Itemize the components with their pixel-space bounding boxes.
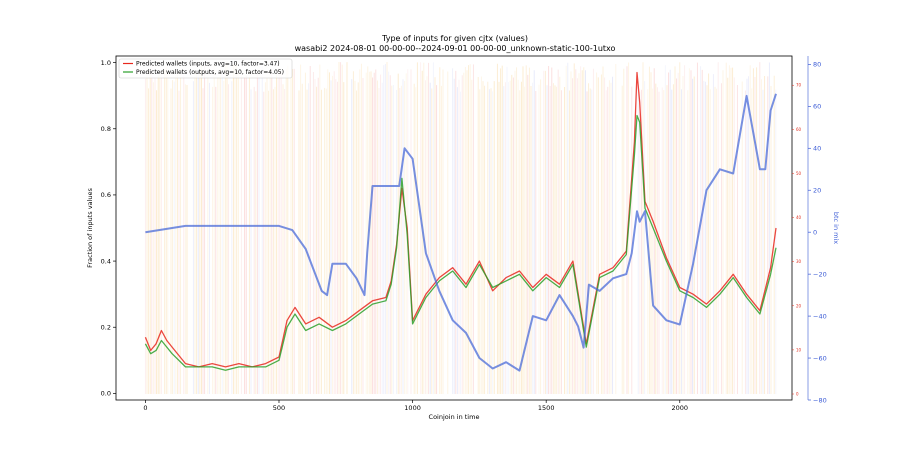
- y-tick-label: 0.0: [101, 390, 111, 398]
- chart-subtitle: wasabi2 2024-08-01 00-00-00--2024-09-01 …: [295, 44, 616, 53]
- y-tick-label: 0.6: [101, 191, 111, 199]
- y-axis-label: Fraction of inputs values: [86, 188, 94, 268]
- y-right-tick-label: −40: [813, 312, 827, 320]
- y-secondary-tick-label: 50: [796, 171, 802, 176]
- x-tick-label: 1000: [404, 404, 421, 412]
- y-axis-right-secondary: 70 60 50 40 30 20 10 0: [792, 83, 802, 397]
- x-axis: 0 500 1000 1500 2000: [143, 400, 688, 412]
- y-axis-right-label: btc in mix: [832, 212, 840, 244]
- y-tick-label: 0.2: [101, 324, 111, 332]
- y-axis-right: 80 60 40 20 0 −20 −40 −60 −80: [807, 56, 827, 404]
- y-secondary-tick-label: 0: [796, 392, 799, 397]
- series-outputs-line: [144, 114, 777, 371]
- y-tick-label: 0.4: [101, 257, 111, 265]
- legend-entry-inputs: Predicted wallets (inputs, avg=10, facto…: [136, 61, 280, 68]
- y-tick-label: 0.8: [101, 125, 111, 133]
- y-secondary-tick-label: 20: [796, 303, 802, 308]
- y-secondary-tick-label: 10: [796, 347, 802, 352]
- chart-title: Type of inputs for given cjtx (values): [381, 34, 528, 43]
- y-right-tick-label: −20: [813, 270, 827, 278]
- series-btc-in-mix-line: [145, 93, 777, 372]
- series-inputs-line: [144, 71, 777, 368]
- legend-box: [118, 58, 293, 79]
- x-tick-label: 1500: [538, 404, 555, 412]
- background-stripes: [144, 62, 777, 394]
- y-tick-label: 1.0: [101, 59, 111, 67]
- y-right-tick-label: 20: [813, 187, 821, 195]
- y-secondary-tick-label: 40: [796, 215, 802, 220]
- series-layer: [144, 71, 777, 372]
- x-tick-label: 500: [273, 404, 285, 412]
- x-axis-label: Coinjoin in time: [429, 413, 480, 421]
- x-tick-label: 2000: [672, 404, 689, 412]
- y-right-tick-label: 80: [813, 61, 821, 69]
- y-axis-left: 0.0 0.2 0.4 0.6 0.8 1.0: [101, 59, 116, 398]
- y-right-tick-label: 60: [813, 103, 821, 111]
- plot-frame: [115, 55, 793, 401]
- y-secondary-tick-label: 70: [796, 83, 802, 88]
- legend: Predicted wallets (inputs, avg=10, facto…: [118, 58, 293, 79]
- y-right-tick-label: −80: [813, 396, 827, 404]
- y-right-tick-label: −60: [813, 354, 827, 362]
- x-tick-label: 0: [143, 404, 147, 412]
- legend-entry-outputs: Predicted wallets (outputs, avg=10, fact…: [136, 69, 284, 76]
- y-right-tick-label: 40: [813, 145, 821, 153]
- y-secondary-tick-label: 60: [796, 127, 802, 132]
- y-right-tick-label: 0: [813, 228, 817, 236]
- y-secondary-tick-label: 30: [796, 259, 802, 264]
